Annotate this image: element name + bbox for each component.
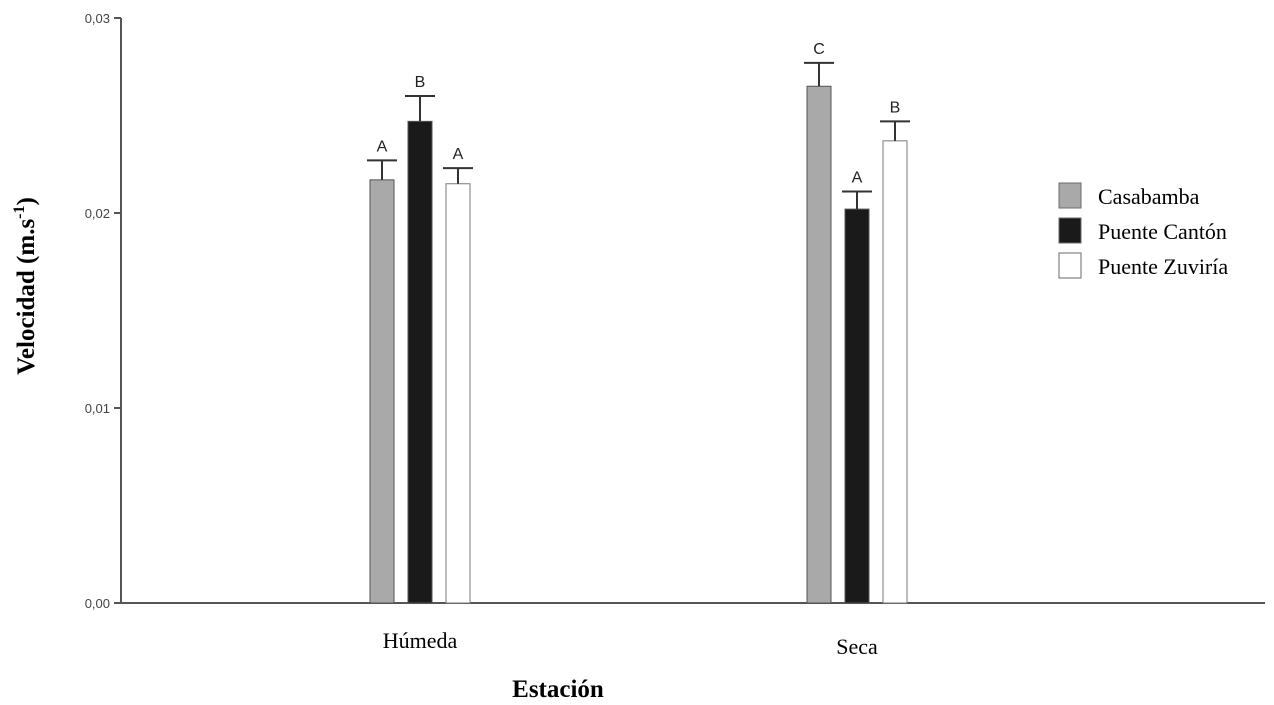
- y-axis: 0,00 0,01 0,02 0,03: [85, 11, 122, 611]
- y-axis-title: Velocidad (m.s-1): [11, 197, 40, 375]
- bar-puente-cantón-húmeda: [407, 120, 433, 604]
- legend-label: Puente Zuviría: [1098, 254, 1228, 279]
- significance-letter: A: [453, 146, 464, 163]
- y-axis-title-end: ): [13, 197, 40, 205]
- bars-layer: A B A C A B: [367, 41, 910, 604]
- significance-letter: A: [852, 170, 863, 187]
- significance-letter: A: [377, 138, 388, 155]
- bar-casabamba-seca: [806, 85, 832, 604]
- bar-casabamba-húmeda: [369, 179, 395, 604]
- category-labels: Húmeda Seca: [383, 628, 878, 659]
- x-tick-label: Húmeda: [383, 628, 458, 653]
- x-tick-label: Seca: [836, 634, 878, 659]
- legend-label: Casabamba: [1098, 184, 1200, 209]
- y-tick-label: 0,03: [85, 11, 110, 26]
- legend-swatch: [1058, 252, 1082, 279]
- significance-letter: B: [890, 99, 901, 116]
- legend-label: Puente Cantón: [1098, 219, 1227, 244]
- y-tick-label: 0,00: [85, 596, 110, 611]
- legend-swatch: [1058, 182, 1082, 209]
- bar-puente-zuviría-seca: [882, 140, 908, 604]
- y-axis-title-main: Velocidad (m.s: [13, 219, 40, 375]
- legend: Casabamba Puente Cantón Puente Zuviría: [1058, 182, 1228, 279]
- x-axis-title: Estación: [512, 676, 604, 703]
- significance-letter: C: [813, 41, 825, 58]
- legend-swatch: [1058, 217, 1082, 244]
- y-axis-title-superscript: -1: [11, 205, 28, 218]
- bar-puente-zuviría-húmeda: [445, 183, 471, 604]
- significance-letter: B: [415, 74, 426, 91]
- bar-puente-cantón-seca: [844, 208, 870, 604]
- y-tick-label: 0,01: [85, 401, 110, 416]
- y-tick-label: 0,02: [85, 206, 110, 221]
